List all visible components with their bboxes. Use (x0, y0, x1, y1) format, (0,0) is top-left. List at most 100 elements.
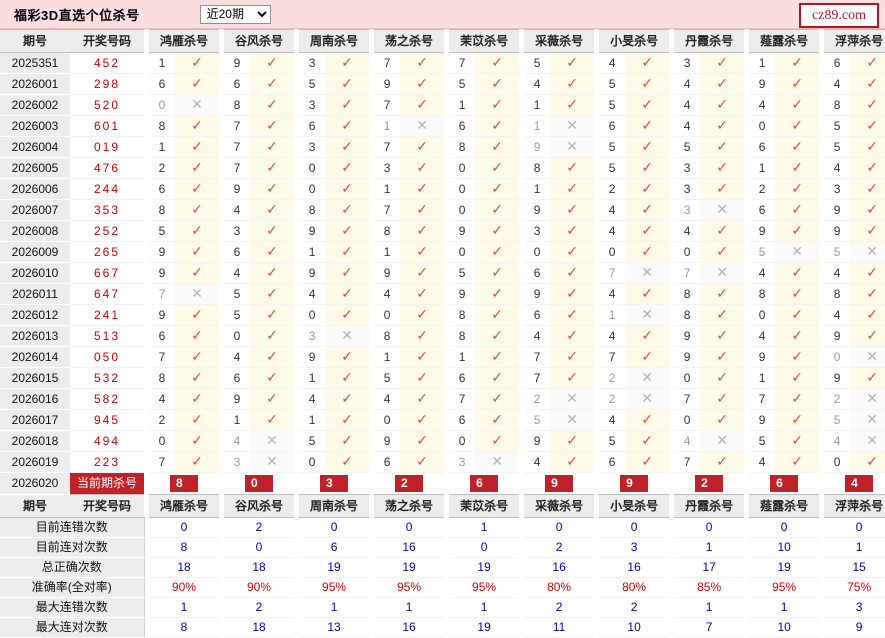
summary-value-2: 0 (224, 537, 295, 558)
summary-value-2: 18 (224, 557, 295, 578)
check-icon: ✓ (400, 367, 445, 389)
check-icon: ✓ (250, 115, 295, 137)
kill-number-9: 4 (749, 451, 776, 473)
check-icon: ✓ (250, 388, 295, 410)
column-gap (369, 304, 375, 326)
kill-number-4: 3 (374, 157, 401, 179)
column-gap (219, 409, 225, 431)
column-gap (594, 325, 600, 347)
check-icon: ✓ (325, 115, 370, 137)
check-icon: ✓ (475, 283, 520, 305)
check-icon: ✓ (700, 346, 745, 368)
kill-number-9: 0 (749, 304, 776, 326)
column-gap (744, 388, 750, 410)
kill-number-5: 8 (449, 325, 476, 347)
column-gap (744, 73, 750, 95)
column-gap (819, 136, 825, 158)
period-range-select[interactable]: 近20期近30期近50期近100期 (199, 4, 271, 24)
column-gap (519, 537, 525, 558)
summary-label: 最大连错次数 (0, 597, 145, 618)
check-icon: ✓ (475, 199, 520, 221)
kill-number-5: 8 (449, 304, 476, 326)
kill-number-2: 4 (224, 199, 251, 221)
column-gap (444, 157, 450, 179)
check-icon: ✓ (325, 241, 370, 263)
summary-value-8: 7 (674, 617, 745, 638)
check-icon: ✓ (175, 451, 220, 473)
column-gap (144, 557, 149, 578)
kill-number-1: 1 (149, 136, 175, 158)
column-gap (819, 115, 825, 137)
column-gap (744, 537, 750, 558)
check-icon: ✓ (775, 52, 820, 74)
column-gap (219, 199, 225, 221)
kill-number-10: 4 (824, 304, 851, 326)
kill-number-6: 0 (524, 241, 551, 263)
kill-number-8: 4 (674, 220, 701, 242)
row-draw-number: 532 (70, 367, 144, 389)
column-gap (444, 409, 450, 431)
kill-number-1: 7 (149, 283, 175, 305)
table-header-row: 期号 开奖号码 鸿雁杀号 谷风杀号 周南杀号 荡之杀号 茉苡杀号 采薇杀号 小旻杀号 丹霞杀号 薤露… (0, 494, 885, 518)
check-icon: ✓ (550, 94, 595, 116)
kill-number-1: 2 (149, 157, 175, 179)
column-gap (594, 388, 600, 410)
check-icon: ✓ (175, 178, 220, 200)
summary-value-6: 0 (524, 517, 595, 538)
check-icon: ✓ (700, 73, 745, 95)
kill-number-2: 8 (224, 94, 251, 116)
column-gap (294, 388, 300, 410)
check-icon: ✓ (400, 157, 445, 179)
kill-number-10: 8 (824, 94, 851, 116)
column-gap (219, 283, 225, 305)
kill-number-4: 7 (374, 136, 401, 158)
kill-number-10: 2 (824, 388, 851, 410)
kill-number-10: 5 (824, 409, 851, 431)
check-icon: ✓ (550, 367, 595, 389)
check-icon: ✓ (625, 178, 670, 200)
summary-value-6: 11 (524, 617, 595, 638)
cross-icon: ✕ (175, 283, 220, 305)
header-gap (294, 494, 300, 518)
check-icon: ✓ (850, 199, 885, 221)
row-draw-number: 265 (70, 241, 144, 263)
check-icon: ✓ (475, 367, 520, 389)
column-gap (519, 52, 525, 74)
column-gap (219, 388, 225, 410)
summary-value-10: 1 (824, 537, 885, 558)
kill-number-9: 9 (749, 346, 776, 368)
column-gap (744, 157, 750, 179)
kill-number-5: 5 (449, 73, 476, 95)
check-icon: ✓ (175, 388, 220, 410)
kill-number-4: 8 (374, 220, 401, 242)
check-icon: ✓ (850, 262, 885, 284)
check-icon: ✓ (175, 409, 220, 431)
current-kill-number-7: 9 (599, 472, 670, 495)
kill-number-2: 9 (224, 388, 251, 410)
summary-label: 总正确次数 (0, 557, 145, 578)
row-draw-number: 452 (70, 52, 144, 74)
column-gap (669, 537, 675, 558)
current-kill-number-1: 8 (149, 472, 220, 495)
kill-number-5: 0 (449, 430, 476, 452)
check-icon: ✓ (250, 325, 295, 347)
kill-number-7: 2 (599, 178, 626, 200)
column-gap (519, 472, 525, 495)
check-icon: ✓ (550, 178, 595, 200)
column-gap (369, 199, 375, 221)
kill-number-2: 1 (224, 409, 251, 431)
header-gap (219, 494, 225, 518)
column-gap (294, 52, 300, 74)
column-gap (744, 136, 750, 158)
header-expert-1: 鸿雁杀号 (149, 29, 220, 53)
kill-number-2: 9 (224, 178, 251, 200)
cross-icon: ✕ (850, 409, 885, 431)
summary-value-7: 80% (599, 577, 670, 598)
column-gap (369, 73, 375, 95)
header-expert-6: 采薇杀号 (524, 494, 595, 518)
summary-row: 目前连错次数020010000011 (0, 517, 885, 538)
